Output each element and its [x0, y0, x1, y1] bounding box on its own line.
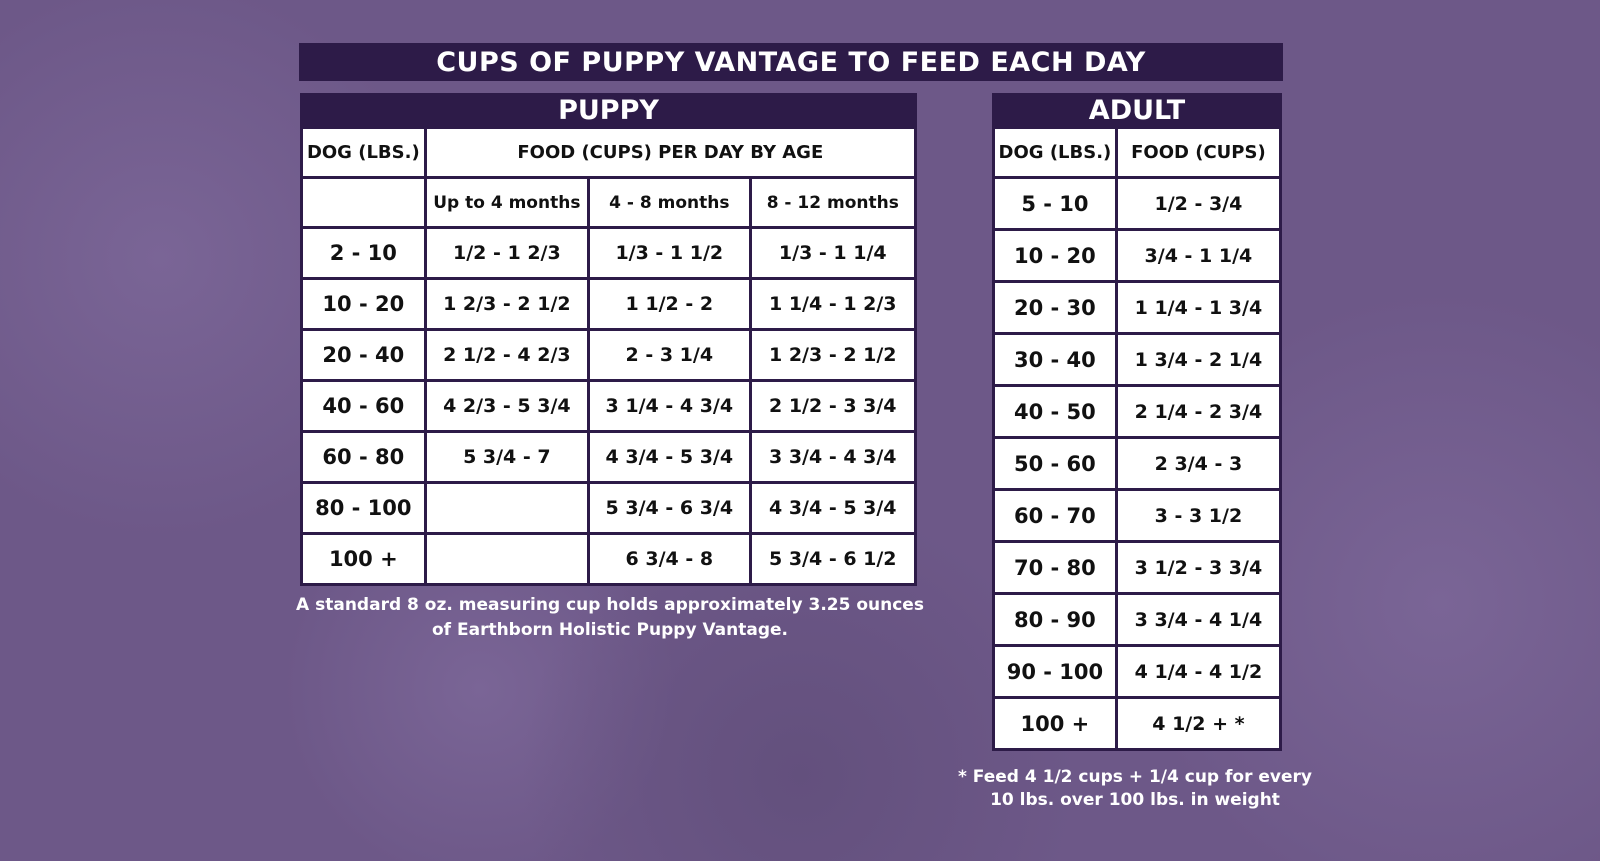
table-row: 40 - 60 4 2/3 - 5 3/4 3 1/4 - 4 3/4 2 1/2 -… — [300, 379, 918, 433]
cups-cell: 1/3 - 1 1/2 — [587, 226, 752, 280]
table-row: 10 - 20 3/4 - 1 1/4 — [992, 228, 1283, 283]
cups-cell: 5 3/4 - 7 — [423, 430, 591, 484]
weight-cell: 90 - 100 — [992, 644, 1118, 699]
cups-cell — [423, 532, 591, 586]
cups-cell: 1 1/4 - 1 3/4 — [1114, 280, 1283, 335]
cups-cell: 6 3/4 - 8 — [587, 532, 752, 586]
cups-cell: 1 1/4 - 1 2/3 — [748, 277, 918, 331]
cups-cell: 1 1/2 - 2 — [587, 277, 752, 331]
weight-cell: 20 - 40 — [300, 328, 427, 382]
cups-cell: 5 3/4 - 6 1/2 — [748, 532, 918, 586]
column-header-weight: DOG (LBS.) — [992, 126, 1118, 179]
cups-cell: 4 3/4 - 5 3/4 — [587, 430, 752, 484]
table-row: 80 - 90 3 3/4 - 4 1/4 — [992, 592, 1283, 647]
table-row: 20 - 40 2 1/2 - 4 2/3 2 - 3 1/4 1 2/3 - 2 1… — [300, 328, 918, 382]
cups-cell: 4 1/4 - 4 1/2 — [1114, 644, 1283, 699]
cups-cell: 3 1/4 - 4 3/4 — [587, 379, 752, 433]
age-header: Up to 4 months — [423, 176, 591, 229]
weight-cell: 40 - 50 — [992, 384, 1118, 439]
table-row: 5 - 10 1/2 - 3/4 — [992, 176, 1283, 231]
table-row: 30 - 40 1 3/4 - 2 1/4 — [992, 332, 1283, 387]
cups-cell: 3 3/4 - 4 3/4 — [748, 430, 918, 484]
cups-cell: 1/2 - 1 2/3 — [423, 226, 591, 280]
cups-cell: 4 1/2 + * — [1114, 696, 1283, 751]
weight-cell: 5 - 10 — [992, 176, 1118, 231]
table-row: 50 - 60 2 3/4 - 3 — [992, 436, 1283, 491]
table-row: 60 - 70 3 - 3 1/2 — [992, 488, 1283, 543]
table-row: 20 - 30 1 1/4 - 1 3/4 — [992, 280, 1283, 335]
column-header-weight: DOG (LBS.) — [300, 126, 427, 179]
weight-cell: 10 - 20 — [300, 277, 427, 331]
weight-cell: 20 - 30 — [992, 280, 1118, 335]
cups-cell: 3 1/2 - 3 3/4 — [1114, 540, 1283, 595]
weight-cell: 80 - 90 — [992, 592, 1118, 647]
table-header-row: DOG (LBS.) FOOD (CUPS) PER DAY BY AGE — [300, 126, 918, 179]
weight-cell: 2 - 10 — [300, 226, 427, 280]
adult-footnote: * Feed 4 1/2 cups + 1/4 cup for every 10… — [958, 767, 1312, 810]
weight-cell: 50 - 60 — [992, 436, 1118, 491]
cups-cell: 1 2/3 - 2 1/2 — [423, 277, 591, 331]
age-header: 8 - 12 months — [748, 176, 918, 229]
cups-cell: 3 3/4 - 4 1/4 — [1114, 592, 1283, 647]
cups-cell: 4 2/3 - 5 3/4 — [423, 379, 591, 433]
weight-cell: 30 - 40 — [992, 332, 1118, 387]
table-row: 100 +4 1/2 + * — [992, 696, 1283, 751]
cups-cell: 1/2 - 3/4 — [1114, 176, 1283, 231]
weight-cell: 10 - 20 — [992, 228, 1118, 283]
puppy-feeding-table: DOG (LBS.) FOOD (CUPS) PER DAY BY AGE Up… — [300, 126, 918, 586]
cups-cell: 2 - 3 1/4 — [587, 328, 752, 382]
weight-cell: 100 + — [300, 532, 427, 586]
weight-cell: 100 + — [992, 696, 1118, 751]
puppy-section-title: PUPPY — [300, 93, 917, 127]
puppy-footnote: A standard 8 oz. measuring cup holds app… — [296, 595, 924, 640]
cups-cell: 1 2/3 - 2 1/2 — [748, 328, 918, 382]
weight-cell: 60 - 80 — [300, 430, 427, 484]
weight-cell: 40 - 60 — [300, 379, 427, 433]
cups-cell: 5 3/4 - 6 3/4 — [587, 481, 752, 535]
adult-section-title: ADULT — [992, 93, 1282, 127]
table-row: 80 - 100 5 3/4 - 6 3/4 4 3/4 - 5 3/4 — [300, 481, 918, 535]
cups-cell: 3/4 - 1 1/4 — [1114, 228, 1283, 283]
cups-cell: 2 1/4 - 2 3/4 — [1114, 384, 1283, 439]
table-row: 40 - 50 2 1/4 - 2 3/4 — [992, 384, 1283, 439]
cups-cell: 2 1/2 - 4 2/3 — [423, 328, 591, 382]
page-title: CUPS OF PUPPY VANTAGE TO FEED EACH DAY — [299, 43, 1283, 81]
weight-cell: 60 - 70 — [992, 488, 1118, 543]
table-row: 70 - 80 3 1/2 - 3 3/4 — [992, 540, 1283, 595]
cups-cell: 2 1/2 - 3 3/4 — [748, 379, 918, 433]
cups-cell: 3 - 3 1/2 — [1114, 488, 1283, 543]
table-row: 90 - 100 4 1/4 - 4 1/2 — [992, 644, 1283, 699]
weight-cell: 80 - 100 — [300, 481, 427, 535]
weight-cell: 70 - 80 — [992, 540, 1118, 595]
age-header: 4 - 8 months — [587, 176, 752, 229]
cups-cell: 1 3/4 - 2 1/4 — [1114, 332, 1283, 387]
adult-feeding-table: DOG (LBS.) FOOD (CUPS) 5 - 10 1/2 - 3/4 10… — [992, 126, 1283, 751]
table-header-row: DOG (LBS.) FOOD (CUPS) — [992, 126, 1283, 179]
cups-cell: 1/3 - 1 1/4 — [748, 226, 918, 280]
column-header-food: FOOD (CUPS) PER DAY BY AGE — [423, 126, 918, 179]
cups-cell — [423, 481, 591, 535]
empty-cell — [300, 176, 427, 229]
age-header-row: Up to 4 months 4 - 8 months 8 - 12 month… — [300, 176, 918, 229]
column-header-food: FOOD (CUPS) — [1114, 126, 1283, 179]
cups-cell: 2 3/4 - 3 — [1114, 436, 1283, 491]
cups-cell: 4 3/4 - 5 3/4 — [748, 481, 918, 535]
table-row: 2 - 10 1/2 - 1 2/3 1/3 - 1 1/2 1/3 - 1 1/4 — [300, 226, 918, 280]
